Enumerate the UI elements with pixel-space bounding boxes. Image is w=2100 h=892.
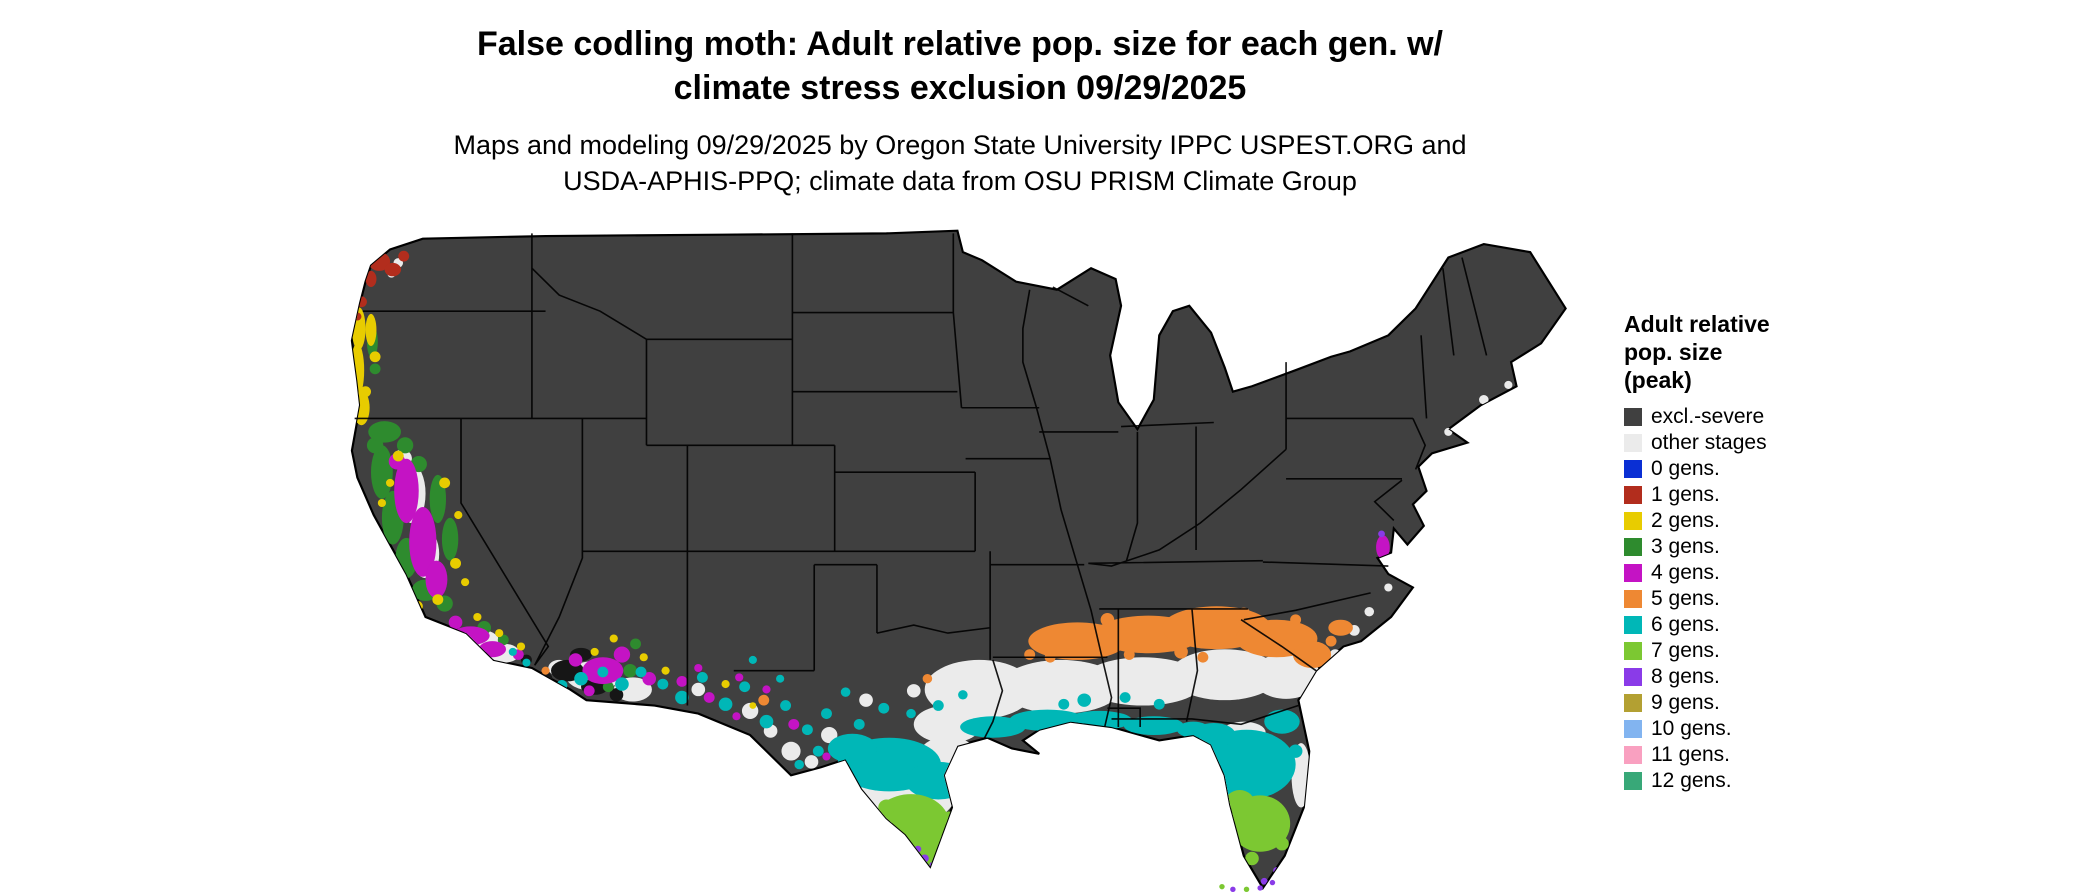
legend-swatch: [1624, 616, 1642, 635]
legend-swatch: [1624, 720, 1642, 739]
legend-title: Adult relative pop. size (peak): [1624, 311, 1770, 394]
legend-label: 4 gens.: [1651, 561, 1720, 585]
legend-item: other stages: [1624, 430, 1924, 456]
legend-label: 6 gens.: [1651, 613, 1720, 637]
legend-item: 6 gens.: [1624, 612, 1924, 638]
legend-label: 7 gens.: [1651, 639, 1720, 663]
legend-item: 8 gens.: [1624, 664, 1924, 690]
region-gen4: [388, 453, 1390, 761]
legend-label: 8 gens.: [1651, 665, 1720, 689]
legend-item: 1 gens.: [1624, 482, 1924, 508]
legend-item: 4 gens.: [1624, 560, 1924, 586]
legend-label: 12 gens.: [1651, 769, 1732, 793]
map-title-line-1: False codling moth: Adult relative pop. …: [477, 25, 1443, 63]
legend-label: 10 gens.: [1651, 717, 1732, 741]
legend-label: 9 gens.: [1651, 691, 1720, 715]
legend-label: 1 gens.: [1651, 483, 1720, 507]
legend-item: 10 gens.: [1624, 716, 1924, 742]
legend-label: 11 gens.: [1651, 743, 1731, 767]
legend-item: 3 gens.: [1624, 534, 1924, 560]
legend-swatch: [1624, 538, 1642, 557]
legend-label: excl.-severe: [1651, 405, 1765, 429]
map-title-line-2: climate stress exclusion 09/29/2025: [673, 69, 1247, 108]
state-borders: [354, 233, 1488, 739]
legend-item: 0 gens.: [1624, 456, 1924, 482]
header: False codling moth: Adult relative pop. …: [0, 22, 1920, 200]
legend-swatch: [1624, 772, 1642, 791]
legend-label: 3 gens.: [1651, 535, 1720, 559]
legend-item: 12 gens.: [1624, 768, 1924, 794]
map-subtitle-line-1: Maps and modeling 09/29/2025 by Oregon S…: [453, 130, 1467, 161]
legend-item: 9 gens.: [1624, 690, 1924, 716]
legend-swatch: [1624, 668, 1642, 687]
legend-swatch: [1624, 434, 1642, 453]
legend: Adult relative pop. size (peak) excl.-se…: [1624, 310, 1924, 794]
legend-swatch: [1624, 486, 1642, 505]
legend-label: 0 gens.: [1651, 457, 1720, 481]
legend-items: excl.-severe other stages 0 gens. 1 gens…: [1624, 404, 1924, 794]
us-map: [341, 228, 1582, 892]
legend-swatch: [1624, 460, 1642, 479]
legend-label: other stages: [1651, 431, 1767, 455]
legend-swatch: [1624, 408, 1642, 427]
legend-item: 11 gens.: [1624, 742, 1924, 768]
florida-keys-gen8: [1230, 879, 1276, 892]
legend-swatch: [1624, 590, 1642, 609]
us-map-svg: [350, 229, 1567, 892]
legend-label: 5 gens.: [1651, 587, 1720, 611]
legend-item: excl.-severe: [1624, 404, 1924, 430]
legend-item: 5 gens.: [1624, 586, 1924, 612]
us-landmass: [350, 229, 1567, 891]
legend-label: 2 gens.: [1651, 509, 1720, 533]
map-subtitle: Maps and modeling 09/29/2025 by Oregon S…: [0, 128, 1920, 199]
legend-swatch: [1624, 642, 1642, 661]
region-gen6: [508, 647, 1303, 800]
florida-keys-gen7: [1219, 883, 1250, 892]
legend-swatch: [1624, 512, 1642, 531]
legend-item: 7 gens.: [1624, 638, 1924, 664]
legend-item: 2 gens.: [1624, 508, 1924, 534]
region-gen5: [541, 606, 1353, 706]
legend-swatch: [1624, 746, 1642, 765]
map-subtitle-line-2: USDA-APHIS-PPQ; climate data from OSU PR…: [563, 166, 1357, 196]
legend-swatch: [1624, 564, 1642, 583]
legend-swatch: [1624, 694, 1642, 713]
